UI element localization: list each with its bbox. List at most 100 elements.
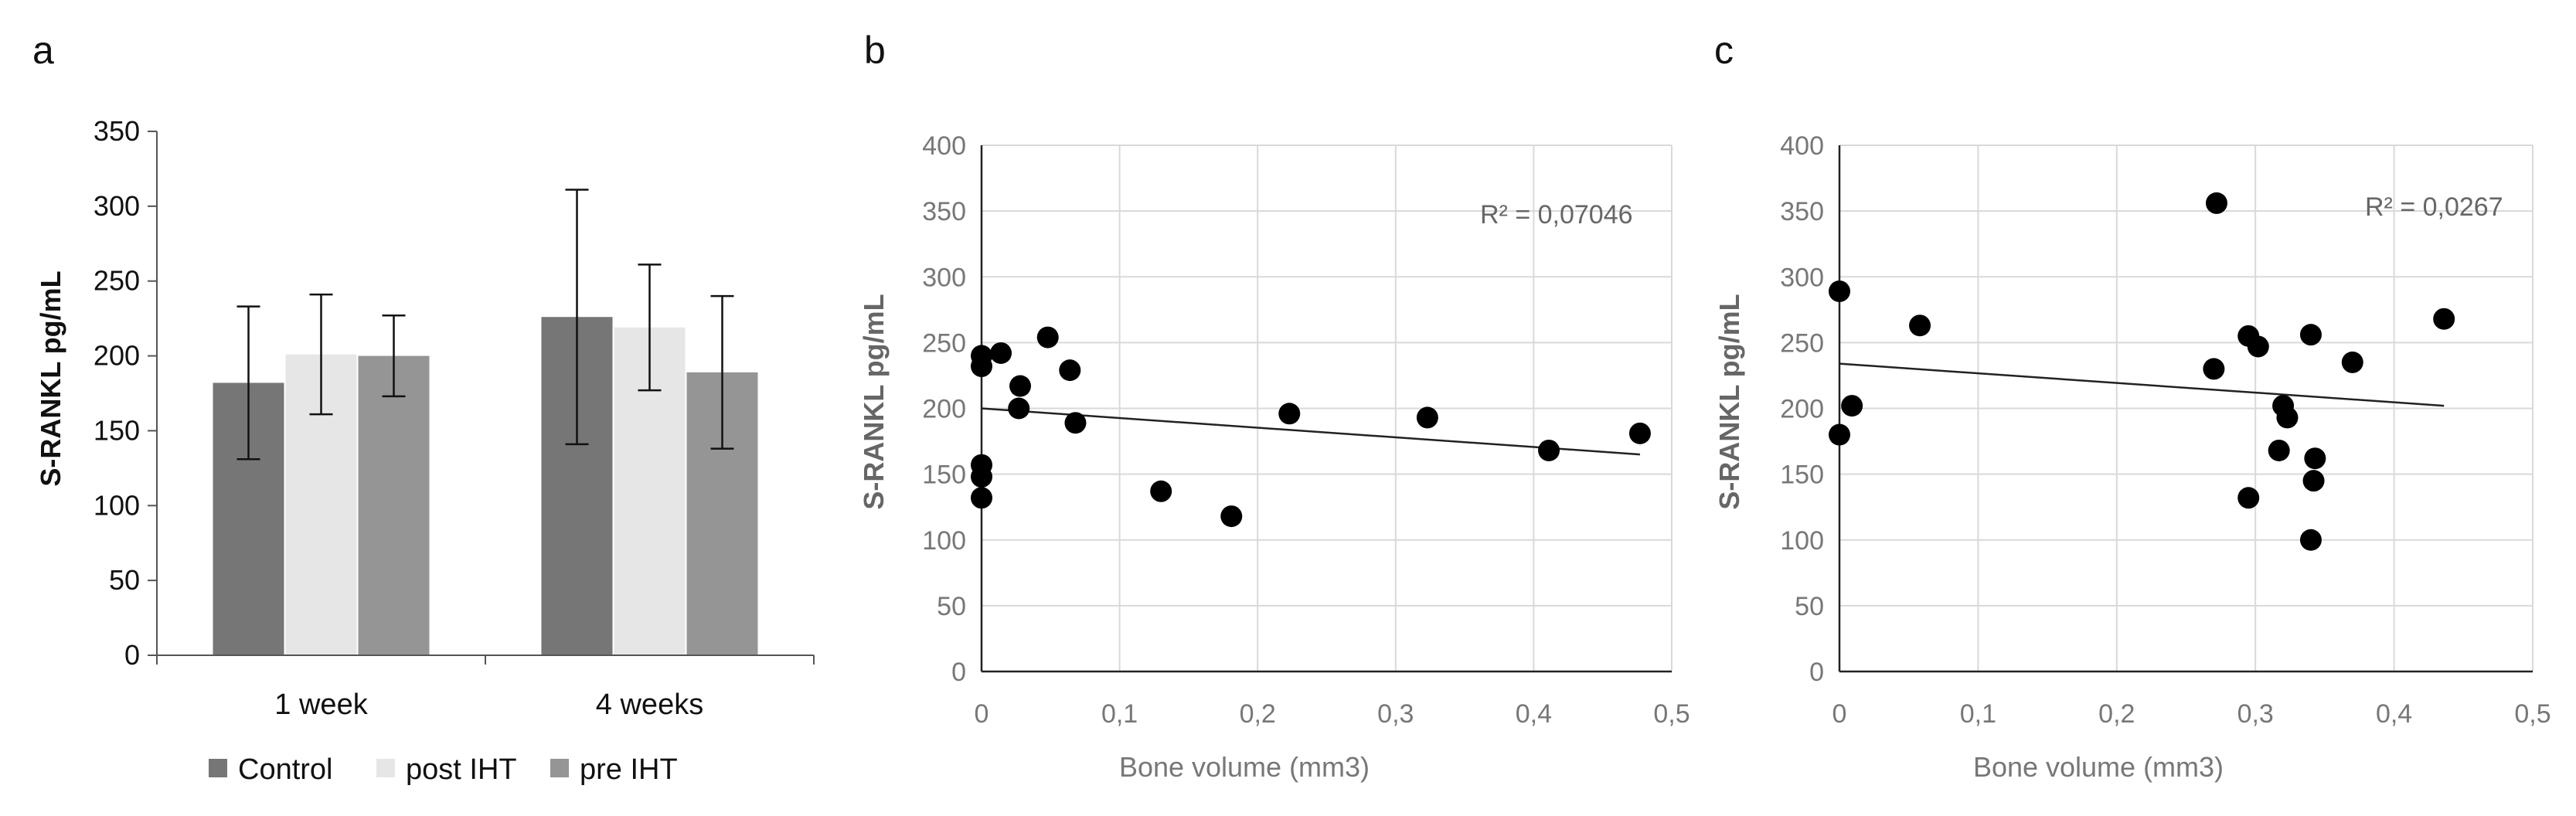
- y-axis-title: S-RANKL pg/mL: [858, 294, 890, 509]
- data-point: [2304, 447, 2326, 470]
- panel-b: b 0 50 100 150 200 250 300 350 400 0 0,1 0,2 0,3 0,4…: [858, 29, 1690, 783]
- x-tick-label: 0,2: [2098, 699, 2135, 729]
- bar-pre-iht-1-week: [358, 355, 430, 655]
- x-axis-tick-marks: [156, 655, 815, 665]
- data-point: [2299, 324, 2322, 346]
- y-tick-label: 150: [922, 461, 966, 490]
- panel-letter-c: c: [1714, 29, 1734, 72]
- y-tick-label: 350: [94, 115, 140, 147]
- x-axis-title: Bone volume (mm3): [1119, 751, 1370, 783]
- data-point: [1278, 403, 1301, 425]
- x-tick-label: 0,5: [2514, 699, 2550, 729]
- y-tick-label: 250: [922, 328, 966, 358]
- data-point: [1909, 314, 1931, 337]
- panel-letter-b: b: [864, 29, 886, 72]
- panel-letter-a: a: [32, 29, 54, 72]
- x-tick-label: 0: [1832, 699, 1847, 729]
- data-point: [1220, 505, 1243, 528]
- data-point: [1059, 359, 1081, 382]
- y-tick-label: 150: [94, 414, 140, 446]
- data-point: [2433, 308, 2455, 330]
- data-point: [1416, 406, 1438, 429]
- data-point: [2302, 470, 2325, 492]
- data-point: [2299, 529, 2322, 551]
- legend-swatch-pre-iht: [550, 759, 569, 777]
- x-tick-label: 0,3: [2237, 699, 2274, 729]
- y-tick-label: 100: [1780, 526, 1824, 556]
- y-axis-ticks: 0 50 100 150 200 250 300 350 400: [922, 131, 966, 687]
- y-tick-label: 50: [1795, 592, 1824, 621]
- data-points: [1829, 192, 2455, 551]
- x-tick-label: 0,5: [1653, 699, 1690, 729]
- legend: Control post IHT pre IHT: [209, 753, 678, 786]
- r-squared-label: R² = 0,0267: [2365, 192, 2503, 222]
- y-axis-title: S-RANKL pg/mL: [35, 270, 66, 486]
- data-point: [1036, 326, 1059, 348]
- data-point: [1841, 395, 1863, 417]
- y-axis-ticks: 0 50 100 150 200 250 300 350: [94, 115, 157, 671]
- panel-a: a S-RANKL pg/mL 0 50 100 150 200 250 300 350 1 …: [32, 29, 815, 786]
- y-tick-label: 0: [951, 658, 966, 687]
- y-tick-label: 100: [922, 526, 966, 556]
- legend-label-control: Control: [238, 753, 333, 786]
- y-tick-label: 50: [937, 592, 966, 621]
- y-tick-label: 400: [1780, 131, 1824, 161]
- data-point: [1628, 422, 1651, 444]
- x-tick-label: 0: [975, 699, 989, 729]
- y-tick-label: 300: [1780, 263, 1824, 292]
- data-point: [1008, 397, 1030, 420]
- data-point: [971, 466, 992, 488]
- y-tick-label: 150: [1780, 461, 1824, 490]
- category-labels: 1 week 4 weeks: [274, 688, 703, 721]
- legend-label-pre-iht: pre IHT: [580, 753, 678, 786]
- bars: [213, 317, 758, 655]
- y-tick-label: 0: [124, 639, 140, 671]
- gridlines: [1839, 144, 2533, 672]
- data-point: [1009, 375, 1032, 397]
- data-point: [1064, 412, 1087, 434]
- legend-swatch-control: [209, 759, 227, 777]
- x-tick-label: 0,2: [1240, 699, 1276, 729]
- y-tick-label: 200: [1780, 395, 1824, 424]
- data-point: [1829, 423, 1850, 446]
- y-tick-label: 350: [922, 197, 966, 226]
- y-axis-title: S-RANKL pg/mL: [1713, 294, 1745, 509]
- x-axis-ticks: 0 0,1 0,2 0,3 0,4 0,5: [975, 699, 1690, 729]
- data-point: [2203, 358, 2225, 380]
- gridlines: [982, 144, 1673, 672]
- y-tick-label: 200: [94, 340, 140, 372]
- data-point: [2341, 351, 2363, 373]
- y-tick-label: 50: [109, 564, 140, 596]
- category-label-4-weeks: 4 weeks: [596, 688, 703, 721]
- y-tick-label: 300: [94, 190, 140, 222]
- y-tick-label: 100: [94, 489, 140, 521]
- x-axis-title: Bone volume (mm3): [1973, 751, 2224, 783]
- data-point: [971, 487, 992, 509]
- data-point: [2237, 487, 2260, 509]
- x-tick-label: 0,4: [1516, 699, 1552, 729]
- y-tick-label: 250: [94, 265, 140, 297]
- legend-swatch-post-iht: [376, 759, 395, 777]
- y-tick-label: 300: [922, 263, 966, 292]
- x-tick-label: 0,3: [1377, 699, 1414, 729]
- trendline: [981, 407, 1641, 456]
- r-squared-label: R² = 0,07046: [1480, 200, 1633, 230]
- panel-c: c 0 50 100 150 200 250 300 350 400 0 0,1 0,2 0,3 0,4…: [1713, 29, 2551, 783]
- y-tick-label: 0: [1809, 658, 1824, 687]
- y-tick-label: 250: [1780, 328, 1824, 358]
- data-point: [2247, 335, 2269, 358]
- x-tick-label: 0,1: [1960, 699, 1996, 729]
- y-tick-label: 200: [922, 395, 966, 424]
- y-tick-label: 400: [922, 131, 966, 161]
- error-bars: [237, 189, 734, 461]
- data-point: [2268, 439, 2290, 461]
- data-point: [1150, 480, 1172, 502]
- data-point: [1829, 280, 1850, 302]
- x-axis-ticks: 0 0,1 0,2 0,3 0,4 0,5: [1832, 699, 2551, 729]
- x-tick-label: 0,1: [1101, 699, 1138, 729]
- data-point: [2276, 406, 2299, 429]
- category-label-1-week: 1 week: [274, 688, 368, 721]
- data-point: [2205, 192, 2227, 214]
- trendline: [1839, 362, 2445, 407]
